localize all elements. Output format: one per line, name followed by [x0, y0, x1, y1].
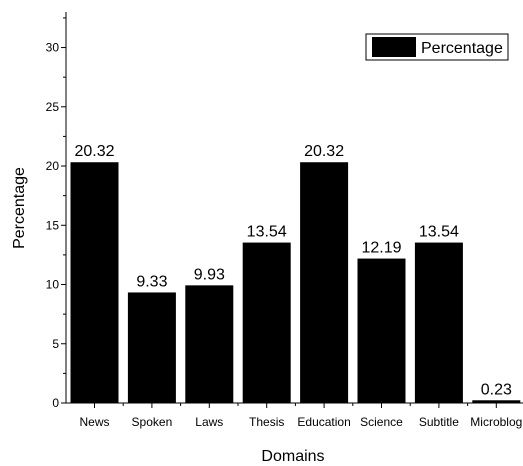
data-label: 20.32	[304, 143, 344, 160]
x-tick-label: Thesis	[249, 415, 284, 429]
y-tick-label: 30	[46, 41, 60, 55]
legend-label: Percentage	[421, 40, 503, 57]
y-axis: 0 5 10 15 20 25 30	[46, 12, 67, 410]
bar	[185, 285, 234, 403]
data-label: 0.23	[481, 381, 512, 398]
bar	[300, 162, 349, 403]
y-tick-label: 10	[46, 278, 60, 292]
y-axis-title: Percentage	[11, 167, 28, 249]
data-label: 9.93	[194, 266, 225, 283]
x-tick-label: Spoken	[132, 415, 173, 429]
y-tick-label: 0	[52, 396, 59, 410]
x-tick-label: Subtitle	[419, 415, 459, 429]
bar	[472, 400, 521, 403]
bar	[127, 292, 176, 403]
legend-swatch	[372, 37, 416, 57]
bar	[70, 162, 119, 403]
x-tick-label: Science	[360, 415, 403, 429]
x-tick-label: Education	[297, 415, 350, 429]
data-labels: 20.32 9.33 9.93 13.54 20.32 12.19 13.54 0.23	[74, 143, 511, 398]
x-tick-label: Laws	[195, 415, 223, 429]
bar	[414, 242, 463, 403]
data-label: 13.54	[419, 224, 459, 241]
data-label: 9.33	[136, 273, 167, 290]
x-tick-label: Microblog	[470, 415, 522, 429]
y-tick-label: 25	[46, 100, 60, 114]
y-tick-label: 20	[46, 159, 60, 173]
bar	[242, 242, 291, 403]
y-tick-label: 5	[52, 337, 59, 351]
data-label: 13.54	[247, 224, 287, 241]
bar	[357, 258, 406, 403]
data-label: 12.19	[361, 240, 401, 257]
bars	[70, 162, 521, 403]
data-label: 20.32	[74, 143, 114, 160]
legend: Percentage	[365, 33, 509, 61]
y-tick-label: 15	[46, 218, 60, 232]
x-axis: News Spoken Laws Thesis Education Science Subt…	[66, 402, 523, 429]
x-tick-label: News	[79, 415, 109, 429]
x-axis-title: Domains	[261, 448, 324, 465]
